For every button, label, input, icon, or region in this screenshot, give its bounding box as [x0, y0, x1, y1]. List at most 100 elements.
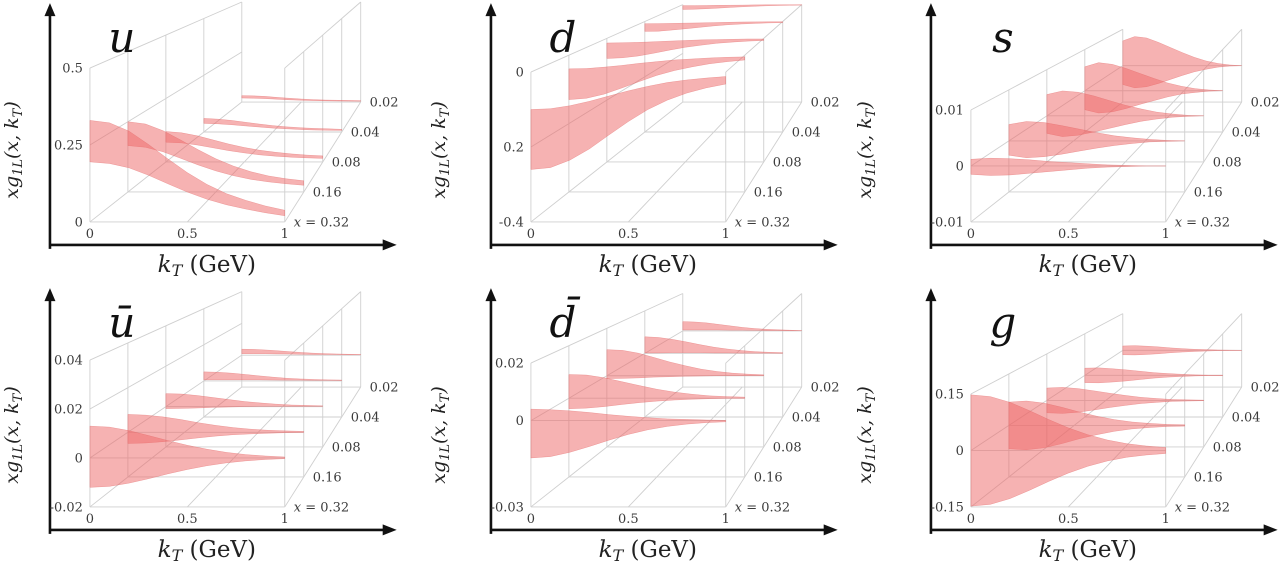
axes — [925, 288, 1278, 536]
axes — [44, 288, 397, 536]
uncertainty-band-x0.02 — [682, 321, 802, 332]
y-tick-label: 0 — [75, 215, 83, 230]
panel-title: s — [992, 13, 1014, 62]
uncertainty-bands — [530, 4, 802, 170]
uncertainty-bands — [970, 36, 1243, 176]
depth-tick-label: 0.16 — [1194, 470, 1223, 485]
x-axis-arrowhead — [382, 524, 397, 536]
uncertainty-band-x0.16 — [568, 374, 745, 409]
y-tick-label: -0.02 — [50, 500, 83, 515]
uncertainty-band-x0.02 — [1122, 345, 1243, 356]
y-tick-label: 0.02 — [495, 357, 524, 372]
y-tick-label: 0.01 — [935, 104, 964, 119]
x-tick-label: 0.5 — [1058, 227, 1079, 242]
x-axis-label: kT (GeV) — [598, 537, 696, 565]
depth-tick-label: x = 0.32 — [1175, 215, 1230, 230]
panel-title: d — [549, 13, 576, 62]
labels: 0.040.020-0.020 0.5 1x = 0.320.160.080.040… — [1, 298, 399, 565]
x-axis-label: kT (GeV) — [158, 252, 256, 280]
x-tick-label: 0.5 — [618, 512, 639, 527]
panel-title: u — [108, 13, 135, 62]
depth-tick-label: 0.02 — [810, 96, 839, 111]
depth-tick-label: 0.04 — [1232, 126, 1261, 141]
x-tick-label: 0.5 — [618, 227, 639, 242]
panel-title: d̄ — [549, 295, 581, 347]
y-axis-label: xg1L(x, kT) — [1, 101, 26, 198]
uncertainty-band-x0.32 — [530, 408, 726, 459]
depth-tick-label: x = 0.32 — [294, 215, 349, 230]
uncertainty-band-x0.04 — [203, 118, 342, 131]
depth-tick-label: x = 0.32 — [1175, 500, 1230, 515]
y-tick-label: 0.5 — [62, 62, 83, 77]
axes — [485, 288, 838, 536]
x-tick-label: 0 — [967, 227, 975, 242]
depth-tick-label: 0.08 — [1213, 155, 1242, 170]
labels: 0.150-0.150 0.5 1x = 0.320.160.080.040.02g… — [854, 298, 1280, 565]
uncertainty-bands — [89, 95, 361, 217]
y-tick-label: 0.25 — [54, 138, 83, 153]
uncertainty-band-x0.04 — [644, 21, 783, 32]
uncertainty-band-x0.04 — [203, 371, 342, 381]
y-axis-label: xg1L(x, kT) — [428, 386, 453, 483]
x-tick-label: 0 — [86, 227, 94, 242]
x-tick-label: 0 — [526, 227, 534, 242]
x-tick-label: 1 — [721, 227, 729, 242]
uncertainty-band-x0.16 — [568, 56, 745, 100]
x-tick-label: 0 — [967, 512, 975, 527]
depth-tick-label: 0.08 — [332, 155, 361, 170]
x-tick-label: 0.5 — [1058, 512, 1079, 527]
depth-tick-label: x = 0.32 — [294, 500, 349, 515]
x-axis-label: kT (GeV) — [158, 537, 256, 565]
depth-tick-label: 0.04 — [351, 411, 380, 426]
x-axis-arrowhead — [382, 239, 397, 251]
uncertainty-band-x0.02 — [241, 348, 361, 356]
panel-title: ū — [108, 298, 135, 347]
depth-tick-label: 0.16 — [753, 185, 782, 200]
uncertainty-band-x0.02 — [682, 4, 802, 10]
y-axis-label: xg1L(x, kT) — [854, 101, 879, 198]
y-tick-label: 0 — [956, 444, 964, 459]
axes — [485, 3, 838, 251]
depth-tick-label: 0.04 — [351, 126, 380, 141]
depth-tick-label: x = 0.32 — [734, 215, 789, 230]
x-tick-label: 0 — [526, 512, 534, 527]
uncertainty-bands — [530, 321, 802, 459]
y-tick-label: 0 — [75, 451, 83, 466]
panel-u: 0.5 0.25 00 0.5 1 x = 0.32 0.16 0.08 0.04 0.02 u xg… — [1, 1, 399, 280]
labels: 0.020-0.030 0.5 1x = 0.320.160.080.040.02d… — [428, 295, 840, 565]
depth-tick-label: 0.16 — [313, 470, 342, 485]
y-tick-label: -0.03 — [490, 500, 523, 515]
y-tick-label: 0.02 — [54, 403, 83, 418]
depth-tick-label: 0.04 — [1232, 411, 1261, 426]
uncertainty-band-x0.08 — [606, 349, 764, 379]
y-tick-label: -0.15 — [931, 500, 964, 515]
x-tick-label: 1 — [1162, 227, 1170, 242]
uncertainty-band-x0.16 — [127, 121, 305, 186]
axes — [925, 3, 1278, 251]
x-tick-label: 0 — [86, 512, 94, 527]
uncertainty-band-x0.08 — [165, 393, 323, 409]
x-tick-label: 1 — [1162, 512, 1170, 527]
y-tick-label: 0.04 — [54, 354, 83, 369]
y-axis-label: xg1L(x, kT) — [428, 101, 453, 198]
x-axis-arrowhead — [823, 524, 838, 536]
x-tick-label: 1 — [721, 512, 729, 527]
y-tick-label: -0.4 — [499, 215, 524, 230]
depth-tick-label: x = 0.32 — [734, 500, 789, 515]
uncertainty-band-x0.08 — [606, 38, 764, 59]
y-tick-label: 0.2 — [503, 140, 524, 155]
panel-d: 00.2-0.40 0.5 1x = 0.320.160.080.040.02dxg… — [428, 3, 840, 280]
grid-3d — [530, 4, 802, 223]
x-axis-arrowhead — [1263, 524, 1278, 536]
y-axis-arrowhead — [44, 288, 56, 302]
y-tick-label: -0.01 — [931, 215, 964, 230]
x-axis-arrowhead — [823, 239, 838, 251]
labels: 0.5 0.25 00 0.5 1 x = 0.32 0.16 0.08 0.04 0.02 u xg… — [1, 13, 399, 280]
depth-tick-label: 0.02 — [1251, 96, 1280, 111]
labels: 00.2-0.40 0.5 1x = 0.320.160.080.040.02dxg… — [428, 13, 840, 280]
y-axis-arrowhead — [44, 3, 56, 17]
y-tick-label: 0 — [956, 159, 964, 174]
depth-tick-label: 0.02 — [1251, 381, 1280, 396]
uncertainty-band-x0.32 — [89, 120, 286, 217]
